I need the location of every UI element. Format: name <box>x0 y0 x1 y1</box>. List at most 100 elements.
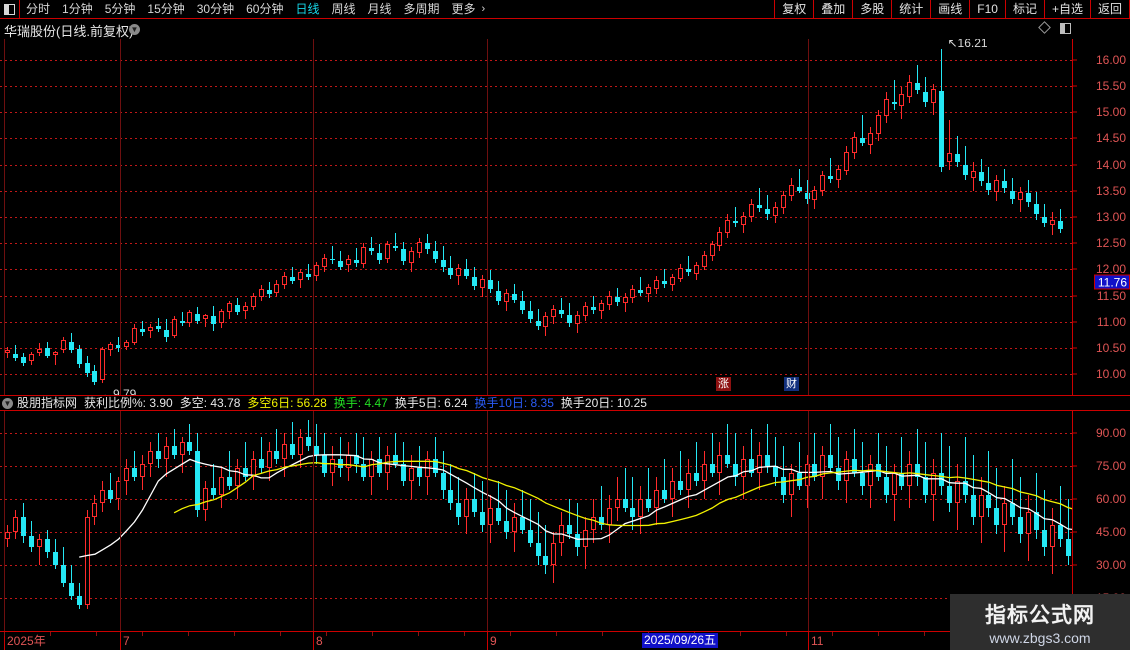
candlestick <box>867 455 873 508</box>
candle-body <box>859 138 865 143</box>
chevron-right-icon[interactable]: › <box>481 3 486 15</box>
candle-body <box>234 304 240 313</box>
candle-wick <box>450 463 452 510</box>
period-tab-4[interactable]: 30分钟 <box>196 2 235 16</box>
period-tab-1[interactable]: 1分钟 <box>62 2 93 16</box>
layout-toggle-button[interactable] <box>0 0 20 18</box>
marker-badge-zhang[interactable]: 涨 <box>716 377 731 391</box>
candle-body <box>1018 516 1024 535</box>
indicator-axis-label: 60.00 <box>1095 492 1126 506</box>
candle-wick <box>173 428 175 460</box>
candlestick <box>725 214 731 238</box>
selected-date-label[interactable]: 2025/09/26五 <box>642 633 719 648</box>
candle-body <box>614 296 620 302</box>
candle-wick <box>205 313 207 327</box>
candlestick <box>622 292 628 313</box>
candlestick <box>242 441 248 482</box>
candle-wick <box>1067 499 1069 565</box>
candle-body <box>361 463 367 477</box>
date-tick <box>142 632 143 636</box>
toolbar-button-8[interactable]: 返回 <box>1089 0 1130 18</box>
candle-body <box>314 265 319 276</box>
date-separator <box>120 632 121 650</box>
candle-body <box>788 184 794 197</box>
candle-wick <box>537 512 539 565</box>
indicator-axis-label: 90.00 <box>1095 426 1126 440</box>
candle-wick <box>774 437 776 486</box>
gridline <box>0 112 1072 113</box>
period-tab-6[interactable]: 日线 <box>295 2 320 16</box>
period-tab-8[interactable]: 月线 <box>367 2 392 16</box>
period-tab-7[interactable]: 周线 <box>331 2 356 16</box>
candle-body <box>290 277 296 281</box>
candlestick <box>670 273 676 292</box>
toolbar-button-6[interactable]: 标记 <box>1004 0 1044 18</box>
toolbar-button-2[interactable]: 多股 <box>852 0 891 18</box>
marker-badge-cai[interactable]: 财 <box>784 377 799 391</box>
candlestick <box>693 441 699 486</box>
candlestick <box>29 352 35 365</box>
toolbar-button-4[interactable]: 画线 <box>930 0 969 18</box>
candle-wick <box>316 424 317 464</box>
candle-wick <box>149 324 151 339</box>
axis-tick <box>1072 111 1077 113</box>
toolbar-button-0[interactable]: 复权 <box>774 0 813 18</box>
candle-wick <box>751 428 753 477</box>
period-tab-2[interactable]: 5分钟 <box>104 2 136 16</box>
candle-body <box>772 206 778 216</box>
candle-body <box>804 463 810 486</box>
candlestick <box>677 264 683 283</box>
candle-body <box>978 172 984 182</box>
candle-body <box>5 531 11 539</box>
axis-tick <box>1072 347 1077 349</box>
candle-wick <box>434 437 436 477</box>
candle-body <box>282 444 288 460</box>
candle-body <box>780 476 786 495</box>
axis-tick <box>1072 190 1077 192</box>
candle-wick <box>181 312 183 326</box>
period-tab-0[interactable]: 分时 <box>26 2 51 16</box>
candle-wick <box>157 317 159 333</box>
chevron-down-icon[interactable]: ▼ <box>129 24 140 35</box>
candlestick <box>978 159 984 186</box>
candlestick <box>725 424 731 469</box>
toolbar-button-7[interactable]: +自选 <box>1043 0 1090 18</box>
candle-body <box>488 507 494 526</box>
candle-body <box>954 481 960 504</box>
candle-wick <box>189 424 191 455</box>
candle-body <box>559 310 565 314</box>
period-tab-10[interactable]: 更多 <box>451 2 476 16</box>
candle-body <box>598 516 604 526</box>
candlestick <box>1018 477 1024 543</box>
toolbar-button-1[interactable]: 叠加 <box>813 0 852 18</box>
candle-body <box>931 472 937 495</box>
indicator-title-bar[interactable]: ▼ 股朋指标网 获利比例%: 3.90 多空: 43.78 多空6日: 56.28 换手… <box>0 395 1130 411</box>
candle-body <box>250 459 256 477</box>
candlestick <box>820 446 826 499</box>
candle-wick <box>1012 459 1014 526</box>
price-axis-label: 11.00 <box>1096 314 1126 329</box>
candlestick <box>124 459 130 495</box>
candle-body <box>495 291 501 301</box>
candlestick <box>92 364 98 386</box>
candle-wick <box>561 298 563 318</box>
candlestick <box>480 481 486 532</box>
price-plot-area[interactable]: ↖16.21 ←9.79 涨 财 <box>0 39 1072 395</box>
toolbar-button-5[interactable]: F10 <box>969 0 1005 18</box>
candle-wick <box>497 481 499 526</box>
candle-body <box>21 357 27 363</box>
chevron-down-icon[interactable]: ▼ <box>2 397 13 409</box>
candlestick <box>1049 507 1055 574</box>
candlestick <box>314 424 319 464</box>
candle-body <box>535 542 541 557</box>
period-tab-3[interactable]: 15分钟 <box>147 2 185 16</box>
candle-body <box>234 468 240 486</box>
toolbar-button-3[interactable]: 统计 <box>891 0 930 18</box>
period-tab-5[interactable]: 60分钟 <box>246 2 284 16</box>
candlestick <box>179 312 185 326</box>
split-square-icon[interactable] <box>1060 23 1071 34</box>
indicator-plot-area[interactable] <box>0 411 1072 631</box>
candle-body <box>1065 538 1071 557</box>
axis-tick <box>1072 295 1077 297</box>
period-tab-9[interactable]: 多周期 <box>403 2 440 16</box>
